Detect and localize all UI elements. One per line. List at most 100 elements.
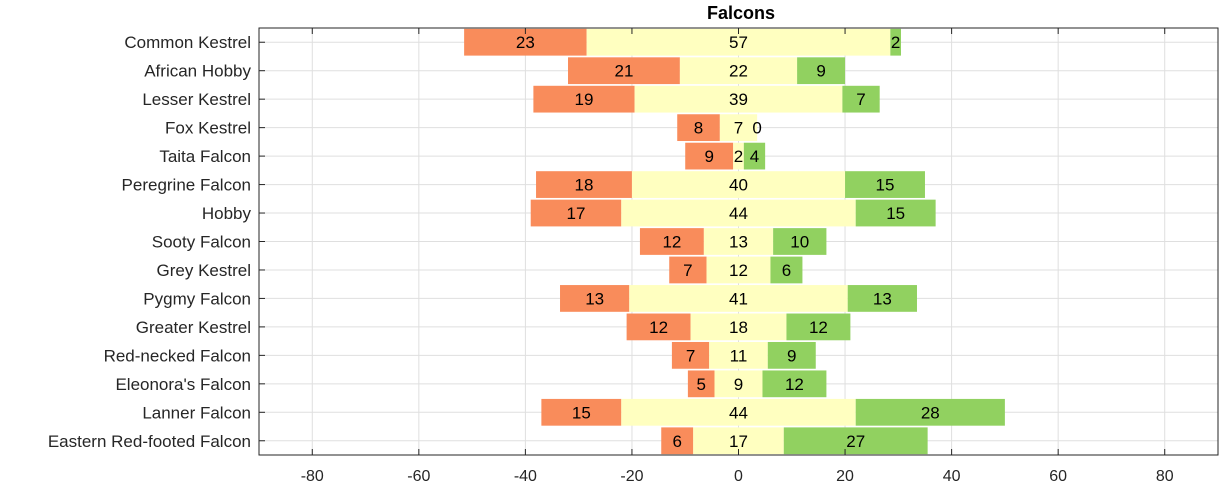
bar-value-label: 12 <box>649 318 668 337</box>
bar-segment-negative <box>671 341 710 369</box>
bar-segment-negative <box>685 142 734 170</box>
bar-value-label: 21 <box>614 62 633 81</box>
bar-segment-positive <box>855 199 936 227</box>
x-axis: -80 -60 -40 -20 0 20 40 60 80 <box>301 28 1174 483</box>
bar-value-label: 7 <box>686 346 695 365</box>
bar-value-label: 41 <box>729 289 748 308</box>
bar-value-label: 18 <box>729 318 748 337</box>
bar-value-label: 15 <box>886 204 905 223</box>
bar-value-label: 9 <box>734 375 743 394</box>
bar-segment-positive <box>762 370 827 398</box>
bar-value-label: 44 <box>729 204 748 223</box>
bar-segment-neutral <box>690 313 787 341</box>
x-tick-label: -80 <box>301 468 324 483</box>
bar-segment-neutral <box>631 171 846 198</box>
bar-value-label: 7 <box>856 90 865 109</box>
bar-value-label: 39 <box>729 90 748 109</box>
bar-segment-positive <box>855 398 1005 426</box>
y-tick-label: Sooty Falcon <box>152 233 251 252</box>
bar-segment-neutral <box>733 142 744 170</box>
bar-value-label: 28 <box>921 403 940 422</box>
bar-segment-negative <box>639 228 704 255</box>
bar-value-label: 22 <box>729 62 748 81</box>
bars <box>464 28 1005 455</box>
y-tick-label: Hobby <box>202 204 252 223</box>
bar-value-label: 6 <box>672 432 681 451</box>
bar-segment-neutral <box>719 114 758 142</box>
bar-segment-positive <box>783 427 928 455</box>
bar-value-label: 15 <box>876 176 895 195</box>
x-tick-label: -40 <box>514 468 537 483</box>
bar-segment-negative <box>687 370 715 398</box>
bar-segment-neutral <box>629 285 848 312</box>
x-tick-label: 80 <box>1156 468 1174 483</box>
y-tick-label: Pygmy Falcon <box>143 289 251 308</box>
y-tick-label: Eastern Red-footed Falcon <box>48 432 251 451</box>
bar-value-label: 13 <box>585 289 604 308</box>
bar-value-label: 40 <box>729 176 748 195</box>
bar-value-label: 0 <box>752 119 761 138</box>
bar-value-label: 2 <box>734 147 743 166</box>
y-tick-label: Common Kestrel <box>124 33 251 52</box>
y-tick-label: Red-necked Falcon <box>104 346 251 365</box>
bar-value-label: 17 <box>729 432 748 451</box>
bar-value-label: 57 <box>729 33 748 52</box>
y-tick-label: Lanner Falcon <box>142 403 251 422</box>
bar-value-label: 12 <box>662 233 681 252</box>
x-tick-label: -20 <box>620 468 643 483</box>
bar-value-label: 9 <box>787 346 796 365</box>
bar-segment-negative <box>541 398 622 426</box>
bar-segment-negative <box>560 285 630 312</box>
bar-value-label: 13 <box>873 289 892 308</box>
bar-value-label: 4 <box>750 147 759 166</box>
y-tick-label: Grey Kestrel <box>157 261 251 280</box>
y-tick-label: Eleonora's Falcon <box>115 375 251 394</box>
bar-value-label: 8 <box>694 119 703 138</box>
y-axis: Common Kestrel African Hobby Lesser Kestre… <box>48 33 265 451</box>
bar-segment-negative <box>677 114 720 142</box>
bar-value-label: 5 <box>696 375 705 394</box>
y-tick-label: Peregrine Falcon <box>122 176 251 195</box>
bar-value-label: 44 <box>729 403 748 422</box>
bar-value-label: 13 <box>729 233 748 252</box>
bar-segment-positive <box>770 256 803 284</box>
bar-value-label: 9 <box>816 62 825 81</box>
bar-value-label: 15 <box>572 403 591 422</box>
y-tick-label: African Hobby <box>144 62 251 81</box>
x-tick-label: 0 <box>734 468 743 483</box>
bar-segment-positive <box>890 28 901 56</box>
x-tick-label: -60 <box>407 468 430 483</box>
chart-title: Falcons <box>707 3 775 23</box>
bar-segment-positive <box>786 313 851 341</box>
bar-segment-neutral <box>634 85 843 113</box>
bar-value-label: 23 <box>516 33 535 52</box>
bar-segment-positive <box>845 171 925 198</box>
bar-value-label: 9 <box>704 147 713 166</box>
bar-segment-negative <box>533 85 635 113</box>
bar-value-label: 12 <box>809 318 828 337</box>
bar-segment-negative <box>536 171 632 198</box>
y-tick-label: Greater Kestrel <box>136 318 251 337</box>
y-tick-label: Taita Falcon <box>159 147 251 166</box>
bar-segment-negative <box>626 313 691 341</box>
bar-segment-negative <box>530 199 622 227</box>
bar-value-label: 17 <box>567 204 586 223</box>
bar-segment-negative <box>568 57 680 85</box>
bar-value-label: 7 <box>734 119 743 138</box>
bar-value-label: 27 <box>846 432 865 451</box>
bar-segment-neutral <box>706 256 771 284</box>
bar-segment-neutral <box>621 398 856 426</box>
bar-value-label: 12 <box>785 375 804 394</box>
x-tick-label: 20 <box>836 468 854 483</box>
bar-segment-positive <box>847 285 917 312</box>
bar-segment-neutral <box>709 341 768 369</box>
y-tick-label: Lesser Kestrel <box>142 90 251 109</box>
bar-segment-neutral <box>714 370 763 398</box>
y-tick-label: Fox Kestrel <box>165 119 251 138</box>
bar-value-label: 18 <box>575 176 594 195</box>
bar-value-label: 6 <box>782 261 791 280</box>
bar-segment-positive <box>842 85 880 113</box>
